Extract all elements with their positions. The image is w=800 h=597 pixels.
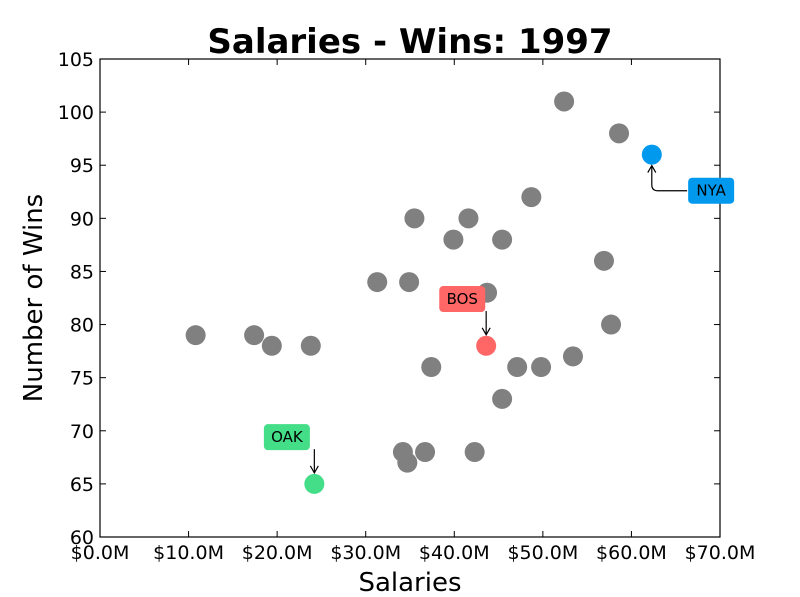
data-point: [458, 208, 479, 229]
data-point: [421, 357, 442, 378]
data-point: [261, 335, 282, 356]
y-tick-label: 60: [70, 527, 94, 549]
data-point: [244, 325, 265, 346]
annotation-oak: OAK: [263, 424, 319, 475]
annotation-label-box: [263, 424, 310, 451]
x-tick-label: $60.0M: [596, 542, 667, 564]
highlighted-point: [304, 473, 325, 494]
data-point: [492, 229, 513, 250]
annotation-label: NYA: [696, 182, 726, 200]
annotation-nya: NYA: [647, 164, 735, 204]
annotations: NYA BOS OAK: [263, 164, 735, 475]
x-tick-label: $0.0M: [71, 542, 130, 564]
data-point: [507, 357, 528, 378]
data-point: [367, 272, 388, 293]
x-axis-label: Salaries: [358, 568, 461, 597]
x-tick-label: $70.0M: [685, 542, 756, 564]
data-point: [521, 187, 542, 208]
data-point: [404, 208, 425, 229]
y-tick-label: 75: [70, 368, 94, 390]
x-tick-label: $50.0M: [507, 542, 578, 564]
data-points: [185, 91, 662, 494]
x-tick-label: $20.0M: [242, 542, 313, 564]
highlighted-point: [476, 335, 497, 356]
data-point: [464, 442, 485, 463]
data-point: [601, 314, 622, 335]
x-tick-label: $30.0M: [330, 542, 401, 564]
data-point: [443, 229, 464, 250]
annotation-label-box: [439, 286, 486, 313]
annotation-label-box: [688, 177, 735, 204]
plot-area-frame: [99, 58, 721, 538]
y-tick-label: 95: [70, 155, 94, 177]
annotation-arrowhead: [481, 327, 491, 337]
y-tick-label: 100: [58, 102, 94, 124]
data-point: [300, 335, 321, 356]
x-tick-label: $10.0M: [153, 542, 224, 564]
annotation-bos: BOS: [439, 286, 491, 337]
y-tick-label: 80: [70, 315, 94, 337]
data-point: [609, 123, 630, 144]
data-point: [492, 388, 513, 409]
highlighted-point: [641, 144, 662, 165]
annotation-label: OAK: [271, 428, 304, 446]
data-point: [397, 452, 418, 473]
annotation-arrowhead: [309, 465, 319, 475]
data-point: [593, 250, 614, 271]
data-point: [554, 91, 575, 112]
data-point: [399, 272, 420, 293]
y-tick-label: 70: [70, 421, 94, 443]
x-axis: $0.0M $10.0M $20.0M $30.0M $40.0M $50.0M $60.0…: [71, 59, 756, 564]
y-tick-label: 85: [70, 261, 94, 283]
annotation-arrowhead: [647, 164, 657, 173]
data-point: [531, 357, 552, 378]
y-tick-label: 105: [58, 49, 94, 71]
annotation-label: BOS: [447, 290, 478, 308]
x-tick-label: $40.0M: [419, 542, 490, 564]
y-tick-label: 65: [70, 474, 94, 496]
data-point: [185, 325, 206, 346]
y-axis-label: Number of Wins: [19, 194, 49, 402]
data-point: [562, 346, 583, 367]
chart-title: Salaries - Wins: 1997: [207, 22, 612, 62]
y-tick-label: 90: [70, 208, 94, 230]
annotation-arrow: [651, 166, 688, 192]
y-axis: 60 65 70 75 80 85 90 95 100 105: [58, 49, 720, 549]
data-point: [415, 442, 436, 463]
